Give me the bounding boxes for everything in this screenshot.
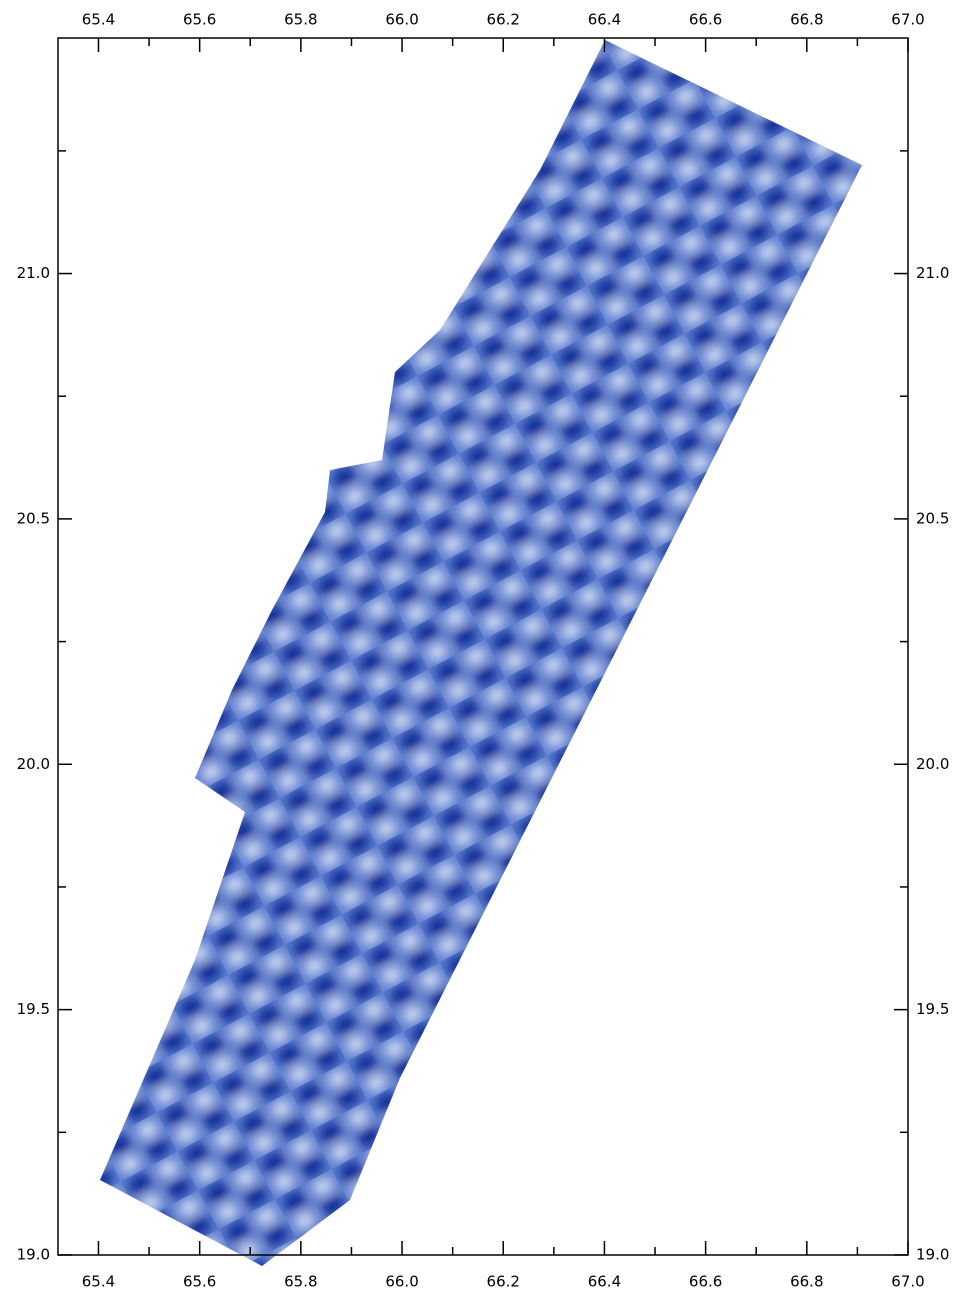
- x-tick-label: 65.8: [284, 11, 317, 29]
- y-tick-label: 19.0: [916, 1246, 949, 1264]
- x-tick-label: 66.4: [588, 11, 621, 29]
- y-tick-label: 19.5: [17, 1000, 50, 1018]
- x-tick-label: 66.2: [487, 1273, 520, 1291]
- y-tick-label: 21.0: [17, 264, 50, 282]
- y-tick-label: 20.0: [17, 755, 50, 773]
- x-tick-label: 65.4: [82, 1273, 115, 1291]
- y-tick-label: 20.5: [17, 509, 50, 527]
- y-tick-label: 21.0: [916, 264, 949, 282]
- x-tick-label: 65.8: [284, 1273, 317, 1291]
- x-tick-label: 66.0: [385, 11, 418, 29]
- x-tick-label: 66.4: [588, 1273, 621, 1291]
- y-tick-label: 20.5: [916, 509, 949, 527]
- x-tick-label: 67.0: [891, 1273, 924, 1291]
- y-tick-label: 20.0: [916, 755, 949, 773]
- x-tick-label: 65.4: [82, 11, 115, 29]
- x-tick-label: 66.6: [689, 11, 722, 29]
- x-tick-label: 66.8: [790, 11, 823, 29]
- x-tick-label: 66.6: [689, 1273, 722, 1291]
- x-tick-label: 66.0: [385, 1273, 418, 1291]
- x-tick-label: 65.6: [183, 11, 216, 29]
- x-tick-label: 66.8: [790, 1273, 823, 1291]
- x-tick-label: 67.0: [891, 11, 924, 29]
- y-tick-label: 19.5: [916, 1000, 949, 1018]
- y-tick-label: 19.0: [17, 1246, 50, 1264]
- x-tick-label: 66.2: [487, 11, 520, 29]
- x-tick-label: 65.6: [183, 1273, 216, 1291]
- axes-frame: [57, 37, 909, 1256]
